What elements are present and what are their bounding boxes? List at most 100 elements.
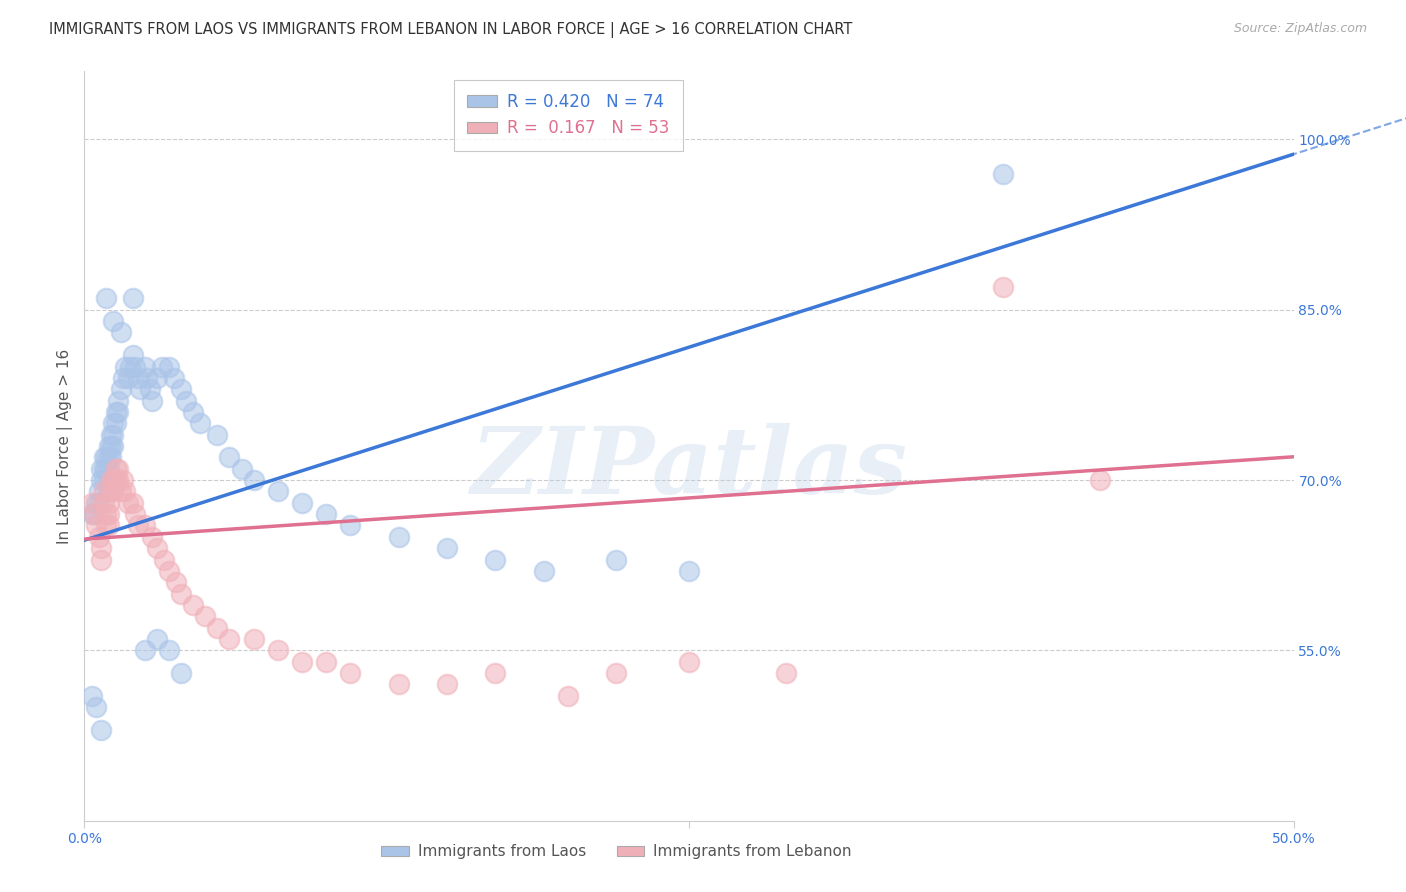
Point [678,564,700,578]
Point [127,371,149,385]
Point [80,689,103,703]
Point [775,666,797,681]
Point [267,643,290,657]
Point [90,473,112,487]
Point [388,530,411,544]
Point [90,541,112,556]
Point [94,292,117,306]
Point [170,382,193,396]
Point [153,552,176,566]
Y-axis label: In Labor Force | Age > 16: In Labor Force | Age > 16 [58,349,73,543]
Point [218,450,240,465]
Point [157,564,180,578]
Point [242,632,264,646]
Point [121,348,143,362]
Point [107,393,129,408]
Point [103,427,125,442]
Point [86,518,108,533]
Point [134,359,156,374]
Point [218,632,240,646]
Point [120,359,142,374]
Text: IMMIGRANTS FROM LAOS VS IMMIGRANTS FROM LEBANON IN LABOR FORCE | AGE > 16 CORREL: IMMIGRANTS FROM LAOS VS IMMIGRANTS FROM … [49,22,852,38]
Point [112,473,135,487]
Point [207,427,229,442]
Point [291,496,314,510]
Point [100,450,122,465]
Point [90,461,112,475]
Point [103,439,125,453]
Point [339,518,361,533]
Point [993,167,1015,181]
Point [141,393,163,408]
Point [190,417,212,431]
Point [124,507,146,521]
Point [124,359,146,374]
Point [121,496,143,510]
Point [170,586,193,600]
Point [94,461,117,475]
Point [242,473,264,487]
Point [90,552,112,566]
Point [110,382,132,396]
Point [129,382,152,396]
Point [100,484,122,499]
Point [339,666,361,681]
Point [110,484,132,499]
Point [93,461,115,475]
Point [141,530,163,544]
Point [174,393,197,408]
Point [93,473,115,487]
Point [993,280,1015,294]
Point [484,552,506,566]
Point [83,507,105,521]
Point [94,507,117,521]
Point [114,484,136,499]
Point [605,666,627,681]
Point [605,552,627,566]
Point [170,666,193,681]
Point [267,484,290,499]
Point [157,359,180,374]
Point [436,541,458,556]
Text: ZIPatlas: ZIPatlas [471,424,907,514]
Point [97,461,120,475]
Point [104,473,127,487]
Point [231,461,253,475]
Point [112,371,135,385]
Point [97,439,120,453]
Point [157,643,180,657]
Point [94,450,117,465]
Point [150,359,173,374]
Point [93,450,115,465]
Point [165,575,187,590]
Point [117,496,139,510]
Text: Source: ZipAtlas.com: Source: ZipAtlas.com [1233,22,1367,36]
Point [146,632,169,646]
Point [533,564,555,578]
Point [484,666,506,681]
Point [557,689,579,703]
Point [93,496,115,510]
Point [163,371,186,385]
Point [181,598,204,612]
Point [146,541,169,556]
Point [1088,473,1111,487]
Point [87,496,110,510]
Point [97,450,120,465]
Point [97,507,120,521]
Point [97,473,120,487]
Point [97,518,120,533]
Legend: Immigrants from Laos, Immigrants from Lebanon: Immigrants from Laos, Immigrants from Le… [375,838,858,865]
Point [103,473,125,487]
Point [97,484,120,499]
Point [104,461,127,475]
Point [678,655,700,669]
Point [121,292,143,306]
Point [107,461,129,475]
Point [103,314,125,328]
Point [94,518,117,533]
Point [134,643,156,657]
Point [146,371,169,385]
Point [194,609,217,624]
Point [100,439,122,453]
